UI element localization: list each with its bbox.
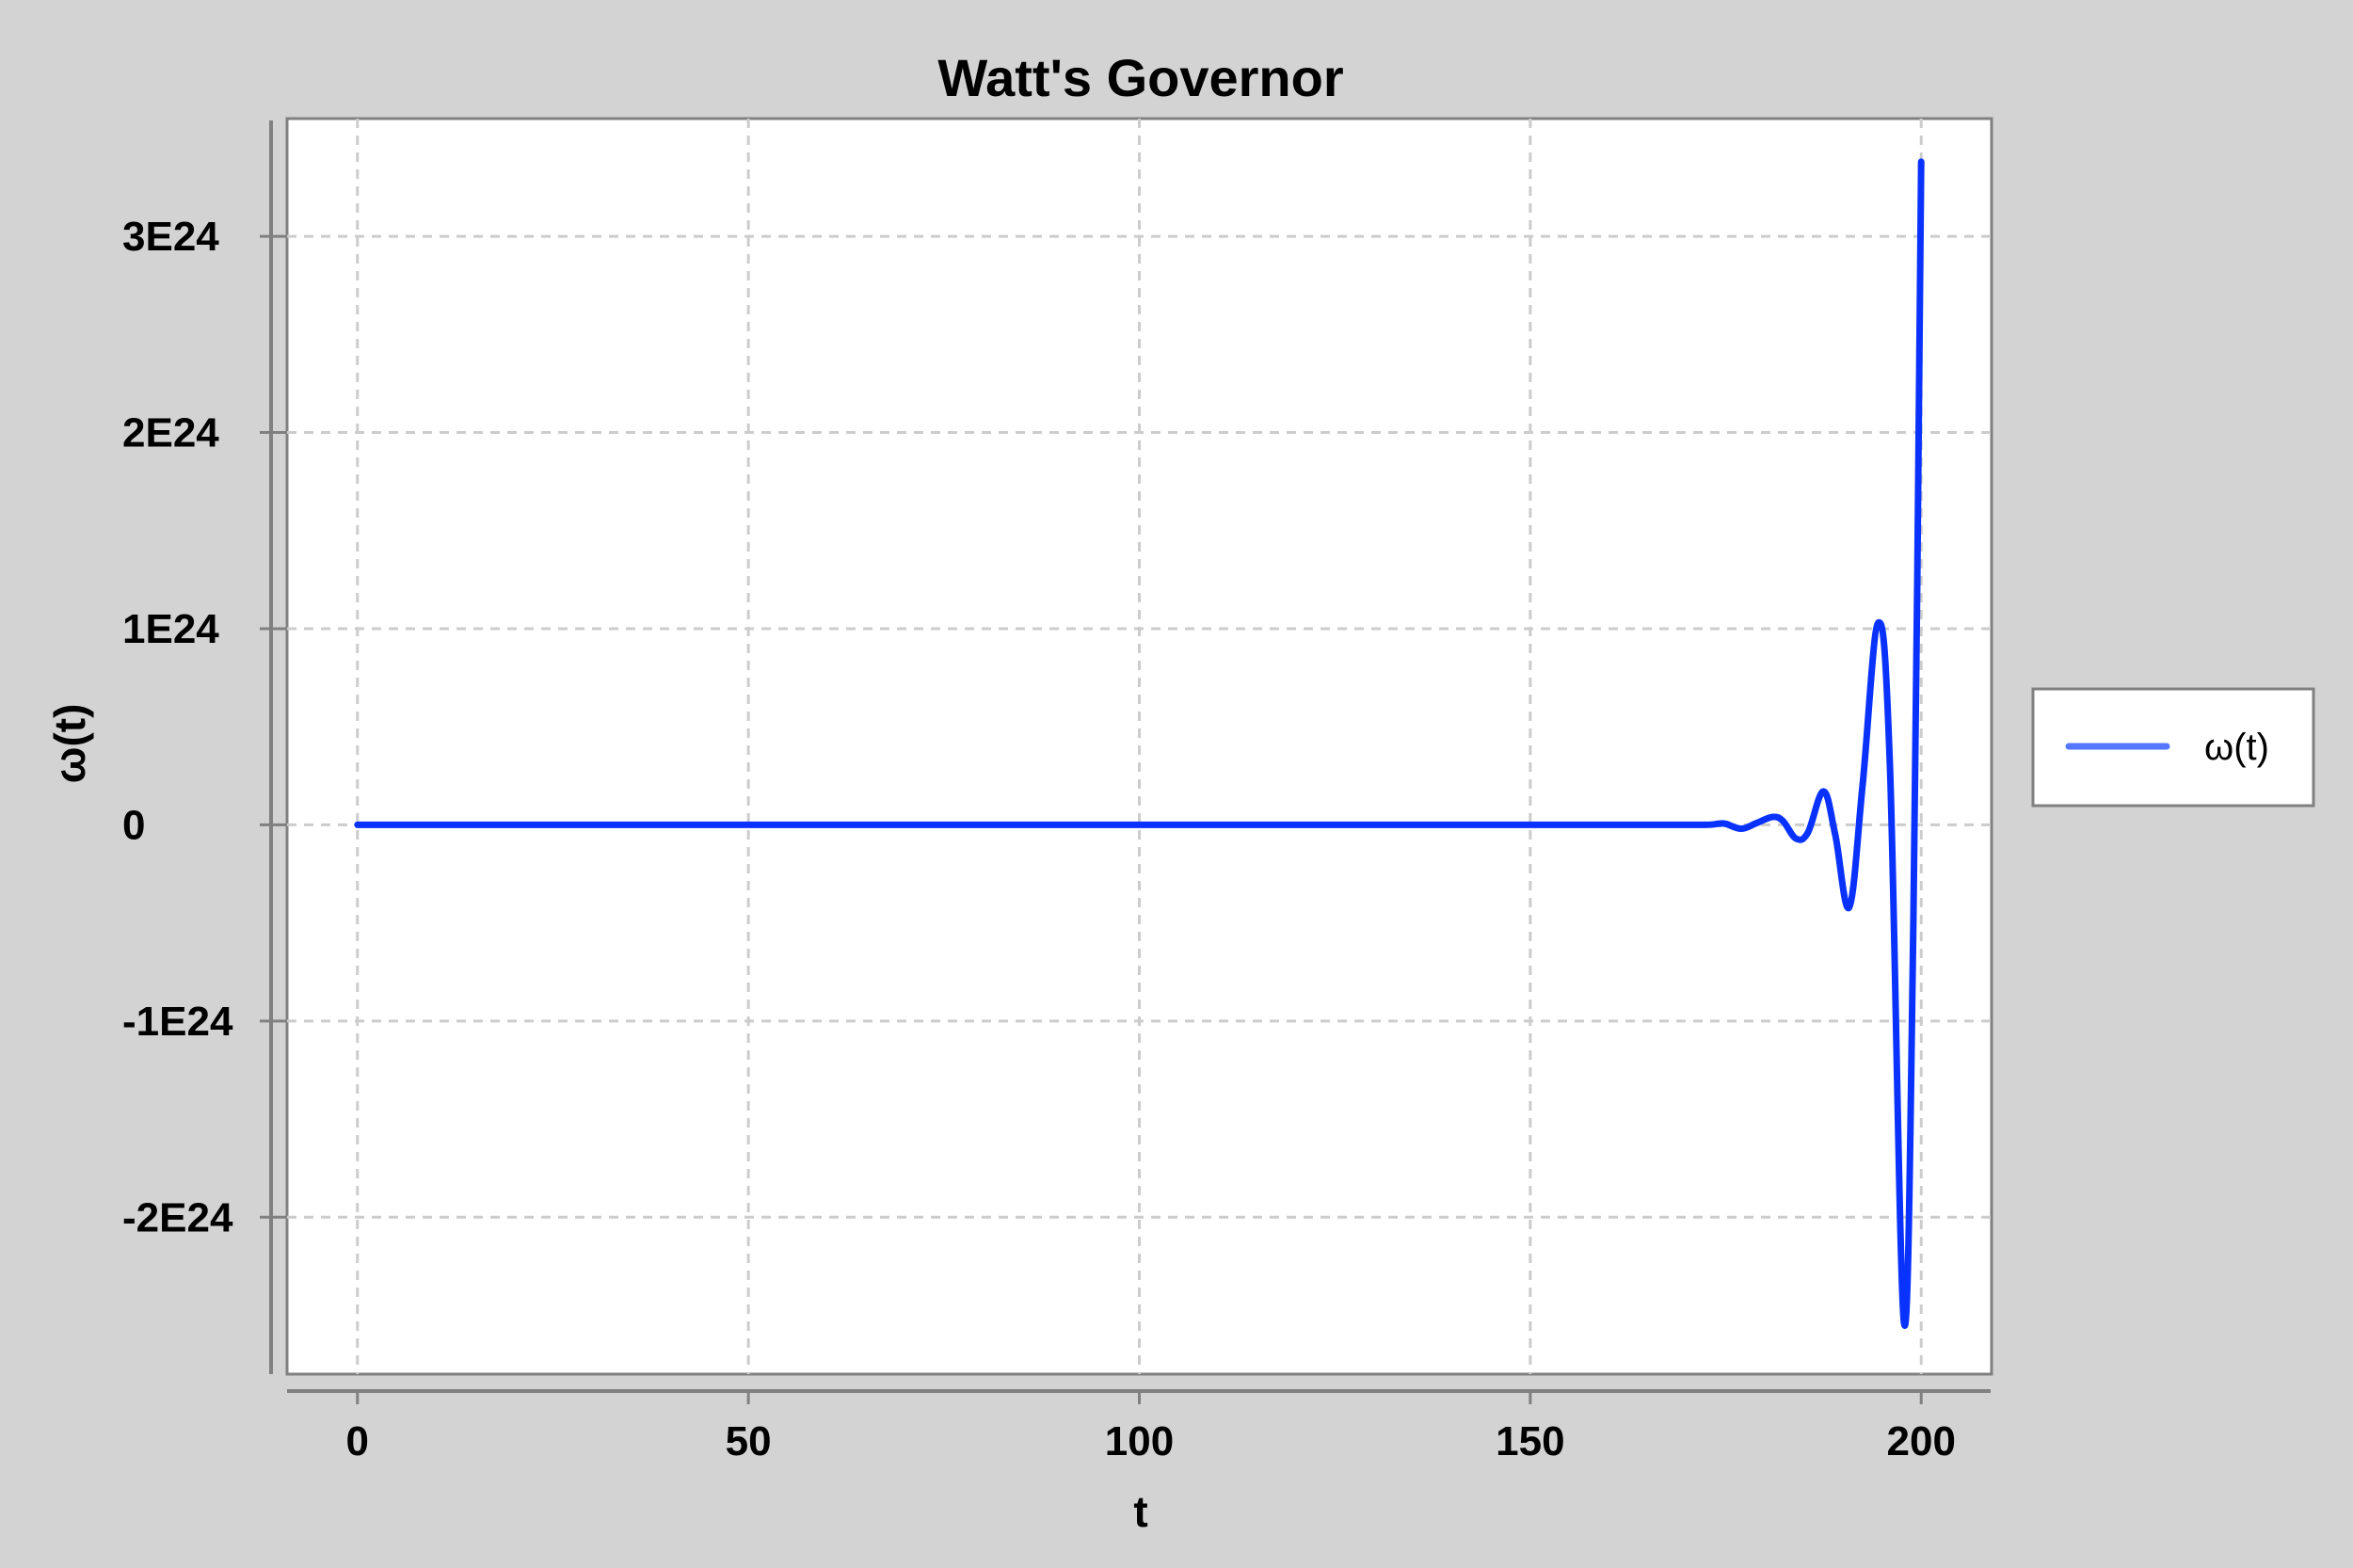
y-tick-label: -1E24 bbox=[122, 999, 233, 1045]
chart-title: Watt's Governor bbox=[937, 48, 1343, 107]
y-tick-label: -2E24 bbox=[122, 1194, 233, 1240]
series-layer bbox=[354, 158, 1925, 1329]
legend-label: ω(t) bbox=[2204, 727, 2269, 768]
y-tick-label: 0 bbox=[122, 802, 145, 848]
y-tick-label: 3E24 bbox=[122, 214, 219, 260]
y-tick-label: 1E24 bbox=[122, 606, 219, 652]
x-axis-title: t bbox=[1133, 1487, 1147, 1536]
legend: ω(t) bbox=[2031, 687, 2315, 808]
y-tick-label: 2E24 bbox=[122, 410, 219, 456]
x-tick-label: 150 bbox=[1496, 1418, 1564, 1464]
x-tick-label: 200 bbox=[1887, 1418, 1956, 1464]
y-axis-title: ω(t) bbox=[45, 704, 94, 784]
axis-ticks: 0 50 100 150 200 3E24 2E24 1E24 0 -1E24 -2E24 bbox=[122, 214, 1956, 1464]
x-tick-label: 100 bbox=[1105, 1418, 1174, 1464]
x-tick-label: 0 bbox=[346, 1418, 369, 1464]
series-line-omega bbox=[354, 158, 1925, 1329]
x-tick-label: 50 bbox=[726, 1418, 772, 1464]
